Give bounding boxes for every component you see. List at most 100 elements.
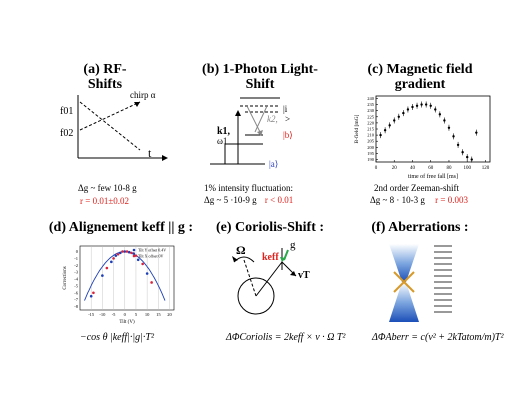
t-axis-label: t [148,146,152,160]
light-shift-diagram: |i > |b⟩ |a⟩ k1, ω1 k2, [210,97,293,169]
data-point [393,119,396,122]
data-point [125,250,129,253]
level-i-label: |i [283,104,288,114]
beam-upper [389,244,419,282]
x-tick-label: -5 [112,312,116,317]
y-tick-label: 195 [367,151,375,156]
panel-d-formula: −cos θ |keff|·|g|·T² [80,332,154,343]
data-point [116,252,120,256]
k2-label: k2, [267,114,278,124]
data-point [150,281,153,284]
y-tick-label: 235 [367,102,375,107]
y-tick-label: 190 [367,157,375,162]
coriolis-diagram: Ω keff g vT [232,240,310,315]
data-point [466,155,469,159]
y-tick-label: -6 [74,290,78,295]
y-tick-label: -5 [74,283,78,288]
x-tick-label: 15 [156,312,161,317]
y-tick-label: 210 [367,133,375,138]
data-point [105,266,109,270]
magnetic-field-chart: 0 20 40 60 80 100 1201901952002052102152202252… [353,95,491,180]
y-tick-label: 200 [367,145,375,150]
y-tick-label: 240 [367,96,375,101]
data-point [130,251,133,255]
data-point [379,133,382,137]
y-tick-label: 225 [367,114,375,119]
y-tick-label: -3 [74,270,78,275]
y-tick-label: 220 [367,120,375,125]
vt-label: vT [298,270,310,281]
f01-label: f01 [60,106,73,117]
data-point [134,254,138,257]
data-point [110,260,113,264]
g-label: g [290,240,296,251]
panel-b-delta-g: Δg ~ 5 ·10-9 g [204,195,257,205]
panel-a-title-line1: (a) RF- [83,62,127,77]
data-point [443,119,446,122]
data-point [383,129,387,132]
data-point [112,257,115,260]
data-point [470,158,473,161]
y-axis-label: B-field [mG] [353,114,360,143]
x-tick-label: 40 [410,166,416,171]
y-tick-label: 205 [367,139,375,144]
panel-a-ratio: r = 0.01±0.02 [80,196,130,206]
x-tick-label: -10 [99,312,106,317]
y-tick-label: -2 [74,263,78,268]
data-point [136,258,140,262]
data-point [101,274,104,277]
data-point [447,126,451,129]
data-point [127,250,131,254]
panel-d-title: (d) Alignement keff || g : [48,220,194,235]
data-point [461,151,464,154]
level-a-label: |a⟩ [269,159,278,169]
chirp-up-line [79,101,141,131]
x-tick-label: 80 [446,166,452,171]
y-tick-label: 230 [367,108,375,113]
data-point [434,108,437,111]
panel-b-intensity: 1% intensity fluctuation: [204,183,293,193]
panel-a-delta-g: Δg ~ few 10-8 g [78,183,137,193]
legend-marker [132,254,136,258]
y-tick-label: -7 [74,297,78,302]
x-tick-label: 20 [167,312,172,317]
x-axis-label: Tilt (V) [119,320,135,325]
panel-e-title: (e) Coriolis-Shift : [215,220,325,235]
panel-a-title: (a) RF- Shifts [60,62,150,92]
x-tick-label: 5 [135,312,138,317]
x-axis-label: time of free fall [ms] [408,173,458,180]
data-point [411,105,414,109]
legend-marker [132,248,136,252]
x-tick-label: 60 [428,166,434,171]
panel-b-delta-line: Δg ~ 5 ·10-9 g r < 0.01 [204,195,293,206]
keff-label: keff [262,252,279,263]
w1-label: ω1 [217,136,227,146]
y-tick-label: 215 [367,127,375,132]
data-point [132,252,136,255]
data-point [406,108,410,111]
x-tick-label: -15 [88,312,95,317]
x-tick-label: 100 [463,166,471,171]
panel-b-title: (b) 1-Photon Light- Shift [190,62,330,92]
x-tick-label: 120 [482,166,490,171]
panel-f-title: (f) Aberrations : [371,220,469,235]
omega-label: Ω [236,243,246,257]
data-point [118,251,122,255]
data-point [388,124,391,127]
data-point [429,104,432,107]
panel-e-formula: ΔΦCoriolis = 2keff × v · Ω T² [226,332,346,343]
legend-label: Tilt X offset 0V [138,254,164,259]
x-tick-label: 0 [124,312,127,317]
data-point [121,250,124,253]
panel-a-title-line2: Shifts [87,77,123,92]
panel-c-ratio: r = 0.003 [435,195,468,205]
k1-label: k1, [217,126,231,137]
rf-shift-diagram: f01 f02 t chirp α [60,90,168,161]
x-tick-label: 0 [375,166,378,171]
level-b-label: |b⟩ [283,130,293,140]
data-point [92,291,95,295]
x-tick-label: 20 [392,166,398,171]
beam-lower [389,282,419,322]
data-point [123,250,127,253]
data-point [424,103,428,106]
